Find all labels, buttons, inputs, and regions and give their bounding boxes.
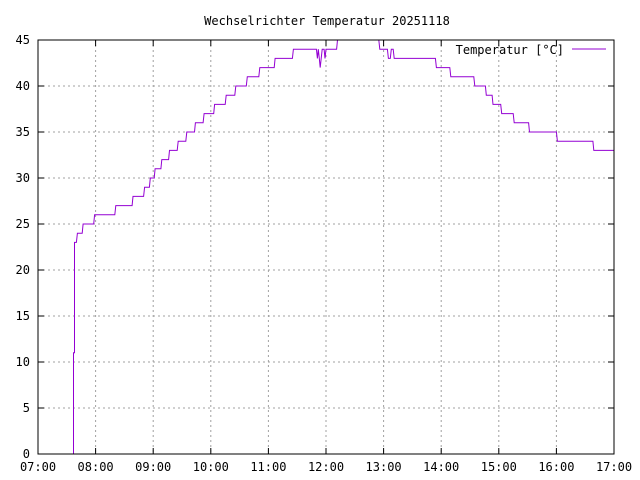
y-tick-label: 35 (16, 125, 30, 139)
y-tick-label: 40 (16, 79, 30, 93)
chart-title: Wechselrichter Temperatur 20251118 (204, 14, 450, 28)
x-tick-label: 09:00 (135, 460, 171, 474)
legend: Temperatur [°C] (456, 43, 606, 57)
y-tick-label: 20 (16, 263, 30, 277)
grid-lines (38, 40, 614, 454)
x-tick-label: 17:00 (596, 460, 632, 474)
legend-label-temperatur: Temperatur [°C] (456, 43, 564, 57)
x-tick-label: 14:00 (423, 460, 459, 474)
x-tick-label: 11:00 (250, 460, 286, 474)
y-tick-label: 30 (16, 171, 30, 185)
y-tick-label: 10 (16, 355, 30, 369)
y-tick-label: 5 (23, 401, 30, 415)
x-tick-label: 16:00 (538, 460, 574, 474)
x-tick-label: 13:00 (366, 460, 402, 474)
x-tick-label: 12:00 (308, 460, 344, 474)
axis-ticks: 07:00 08:00 09:00 10:00 11:00 12:00 13:00 14:00… (16, 33, 633, 474)
x-tick-label: 10:00 (193, 460, 229, 474)
x-tick-label: 08:00 (78, 460, 114, 474)
y-tick-label: 15 (16, 309, 30, 323)
x-tick-label: 15:00 (481, 460, 517, 474)
y-tick-label: 25 (16, 217, 30, 231)
series-layer (73, 39, 614, 454)
y-tick-label: 0 (23, 447, 30, 461)
x-tick-label: 07:00 (20, 460, 56, 474)
y-tick-label: 45 (16, 33, 30, 47)
series-line-temperatur (73, 39, 614, 454)
